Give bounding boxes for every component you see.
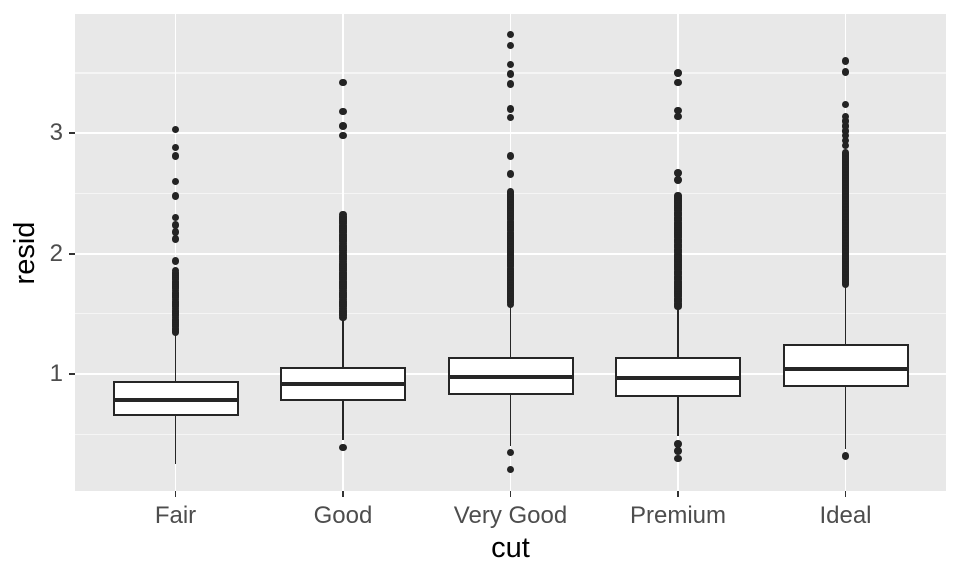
y-axis-tick-mark [69, 252, 75, 255]
outlier-dot [171, 228, 180, 236]
x-tick-label: Very Good [453, 502, 568, 529]
outlier-dot [841, 452, 850, 460]
y-axis-tick-mark [69, 373, 75, 376]
x-axis-tick-mark [677, 491, 679, 497]
outlier-dot [674, 191, 682, 200]
outlier-dot [171, 213, 180, 222]
outlier-dot [506, 170, 515, 178]
outlier-dot [841, 117, 850, 125]
x-axis-tick-mark [174, 491, 177, 497]
outlier-dot [506, 152, 515, 160]
outlier-dot [674, 78, 682, 87]
x-tick-label: Premium [629, 502, 726, 529]
x-tick-label: Ideal [819, 502, 872, 529]
median-line [280, 381, 406, 386]
median-line [112, 397, 239, 402]
outlier-dot [841, 100, 850, 109]
outlier-dot [674, 454, 682, 463]
outlier-dot [171, 125, 180, 134]
x-axis-title: cut [491, 532, 530, 564]
outlier-dot [171, 221, 180, 229]
outlier-dot [674, 176, 682, 184]
outlier-dot [506, 187, 515, 196]
box-iqr [782, 344, 909, 388]
x-axis-tick-mark [509, 491, 512, 497]
outlier-dot [674, 169, 682, 177]
outlier-dot [506, 70, 515, 78]
outlier-dot [841, 127, 850, 135]
outlier-dot [339, 443, 347, 452]
outlier-dot [506, 105, 515, 113]
outlier-dot [674, 69, 682, 77]
median-line [782, 367, 909, 372]
outlier-dot [841, 141, 850, 150]
outlier-dot [339, 107, 347, 116]
outlier-dot [841, 68, 850, 76]
outlier-dot [171, 235, 180, 243]
outlier-dot [339, 78, 347, 87]
outlier-dot [339, 131, 347, 140]
outlier-dot [841, 122, 850, 130]
outlier-dot [674, 447, 682, 455]
y-tick-label: 1 [49, 360, 63, 388]
outlier-dot [674, 112, 682, 121]
outlier-dot [171, 177, 180, 186]
x-axis-tick-mark [342, 491, 344, 497]
y-tick-label: 3 [49, 119, 63, 147]
x-tick-label: Fair [154, 502, 197, 529]
outlier-dot [841, 148, 850, 157]
outlier-dot [506, 113, 515, 122]
major-gridline-vertical [174, 14, 177, 491]
outlier-dot [506, 80, 515, 88]
outlier-dot [506, 30, 515, 39]
outlier-dot [171, 192, 180, 200]
median-line [615, 375, 741, 380]
x-axis-tick-mark [844, 491, 847, 497]
median-line [447, 374, 574, 379]
outlier-dot [841, 136, 850, 145]
y-tick-label: 2 [49, 239, 63, 267]
outlier-dot [841, 57, 850, 65]
outlier-dot [506, 41, 515, 50]
outlier-dot [506, 60, 515, 69]
outlier-dot [506, 465, 515, 474]
outlier-dot [339, 122, 347, 130]
y-axis-tick-mark [69, 132, 75, 135]
outlier-dot [171, 266, 180, 275]
x-tick-label: Good [313, 502, 373, 529]
outlier-dot [339, 210, 347, 219]
outlier-dot [841, 112, 850, 121]
y-axis-title: resid [9, 221, 41, 284]
outlier-dot [171, 257, 180, 265]
outlier-dot [171, 152, 180, 160]
outlier-dot [506, 448, 515, 457]
outlier-dot [674, 440, 682, 448]
outlier-dot [841, 131, 850, 140]
outlier-dot [674, 106, 682, 115]
outlier-dot [171, 143, 180, 152]
